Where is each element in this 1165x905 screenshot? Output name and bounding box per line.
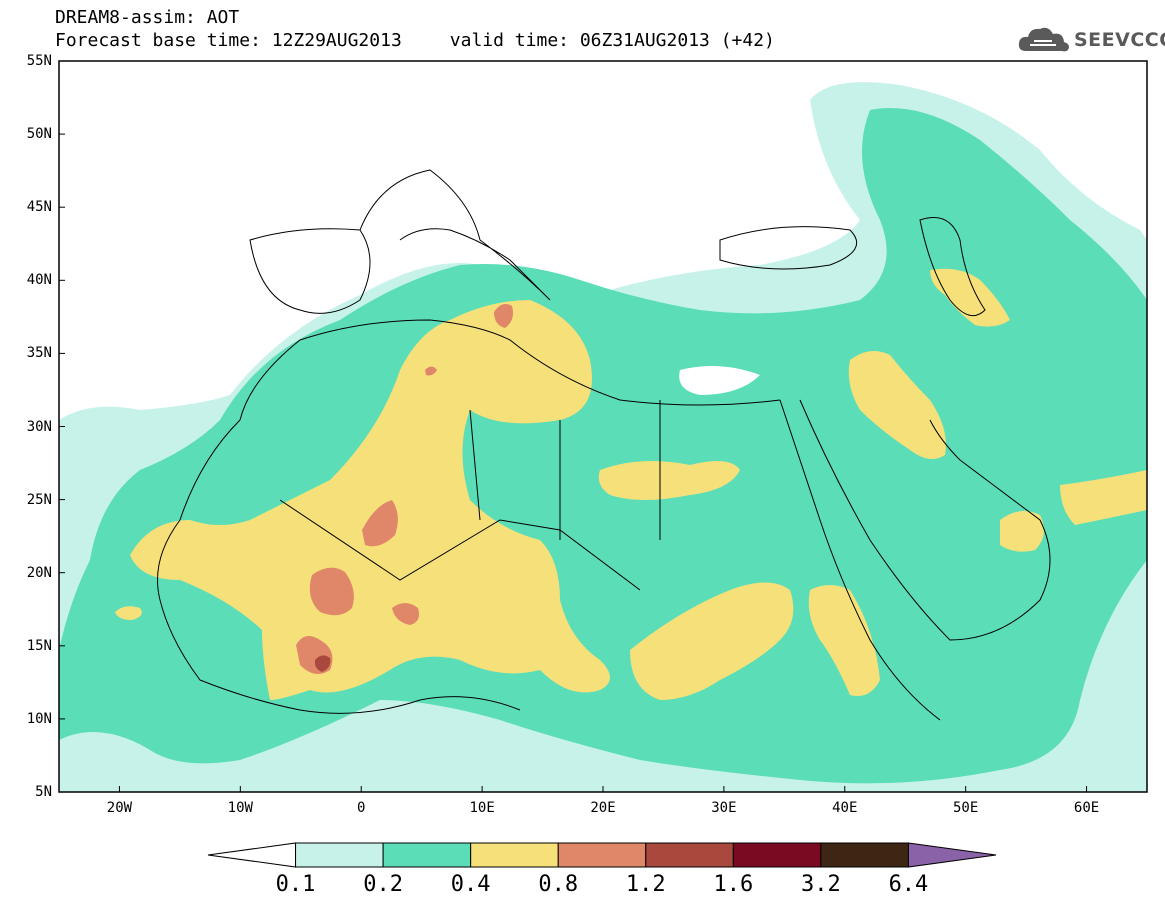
- aot-band-0.8-algeria: [362, 500, 398, 547]
- coast-iberia: [249, 228, 371, 314]
- cloud-icon: [1018, 27, 1069, 52]
- colorbar-swatch: [732, 842, 822, 868]
- aot-band-0.8-mali: [309, 567, 354, 616]
- colorbar-label: 0.2: [363, 872, 403, 897]
- map-title: DREAM8-assim: AOT: [55, 7, 240, 28]
- aot-band-0.8-spot: [425, 366, 437, 376]
- border-sahara-1: [279, 499, 641, 591]
- lon-label: 10W: [227, 800, 253, 816]
- coast-france-italy: [359, 169, 551, 301]
- seevccc-logo: SEEVCCC: [1016, 23, 1165, 59]
- lon-label: 30E: [711, 800, 737, 816]
- coast-west-africa: [157, 419, 521, 714]
- aot-band-0.4-pakistan: [1060, 470, 1147, 525]
- axis-ticks: [59, 60, 1088, 793]
- lat-label: 50N: [26, 126, 52, 143]
- aot-band-0.4-libya: [598, 461, 740, 500]
- colorbar-label: 0.4: [450, 872, 491, 897]
- aot-band-0.4-redsea: [808, 585, 880, 696]
- aot-band-0.4-iraq: [848, 351, 946, 459]
- lat-label: 10N: [26, 710, 52, 727]
- coast-black-sea: [719, 226, 858, 270]
- aot-band-0.4-central: [630, 582, 794, 700]
- aot-band-0.4-arabian: [1000, 511, 1044, 552]
- colorbar-swatch: [382, 842, 472, 868]
- colorbar-swatch: [820, 842, 909, 868]
- lat-label: 30N: [26, 418, 52, 435]
- aot-band-0.4-west: [130, 300, 610, 700]
- colorbar-swatch: [645, 842, 734, 868]
- lon-label: 10E: [469, 800, 495, 816]
- coast-red-sea: [779, 399, 941, 721]
- colorbar-swatch: [207, 842, 297, 868]
- lon-label: 20W: [106, 800, 133, 816]
- clear-patch-egypt: [679, 366, 760, 395]
- lat-label: 40N: [26, 272, 52, 289]
- colorbar-swatch: [295, 842, 384, 868]
- colorbar-swatch: [557, 842, 647, 868]
- aot-band-1.2: [314, 655, 331, 672]
- lat-label: 15N: [26, 637, 52, 654]
- valid-time: valid time: 06Z31AUG2013 (+42): [449, 30, 775, 51]
- coast-caspian: [919, 217, 986, 317]
- colorbar-label: 1.2: [625, 872, 666, 897]
- lat-label: 35N: [26, 345, 52, 362]
- lat-label: 45N: [26, 199, 52, 216]
- colorbar-label: 0.1: [275, 872, 316, 897]
- aot-field: [59, 80, 1147, 792]
- aot-band-0.4-caspian: [930, 268, 1010, 327]
- colorbar-swatch: [907, 842, 997, 868]
- lat-label: 25N: [26, 491, 52, 508]
- lon-label: 60E: [1073, 800, 1100, 816]
- border-sahara-2: [469, 400, 661, 540]
- lon-label: 0: [357, 800, 366, 816]
- colorbar-label: 3.2: [801, 872, 841, 897]
- coast-arabia: [799, 399, 1051, 641]
- aot-band-0.8-tunisia: [494, 304, 514, 328]
- lat-label: 20N: [26, 564, 52, 581]
- clear-patch-gulf: [1090, 80, 1147, 200]
- time-info: Forecast base time: 12Z29AUG2013 valid ti…: [55, 31, 775, 51]
- colorbar-swatch: [470, 842, 559, 868]
- logo-text: SEEVCCC: [1074, 29, 1165, 51]
- coast-north-africa: [239, 319, 781, 421]
- lat-label: 55N: [26, 53, 52, 69]
- lat-label: 5N: [35, 784, 52, 800]
- base-time: Forecast base time: 12Z29AUG2013: [55, 30, 402, 51]
- aot-band-0.4-spot: [115, 606, 142, 620]
- lon-label: 20E: [590, 800, 616, 816]
- aot-band-0.8-niger: [392, 603, 419, 625]
- colorbar-label: 1.6: [713, 872, 754, 897]
- coastlines: [157, 169, 1051, 721]
- lon-label: 50E: [953, 800, 979, 816]
- lon-label: 40E: [832, 800, 858, 816]
- colorbar-label: 6.4: [888, 872, 929, 897]
- colorbar-label: 0.8: [538, 872, 579, 897]
